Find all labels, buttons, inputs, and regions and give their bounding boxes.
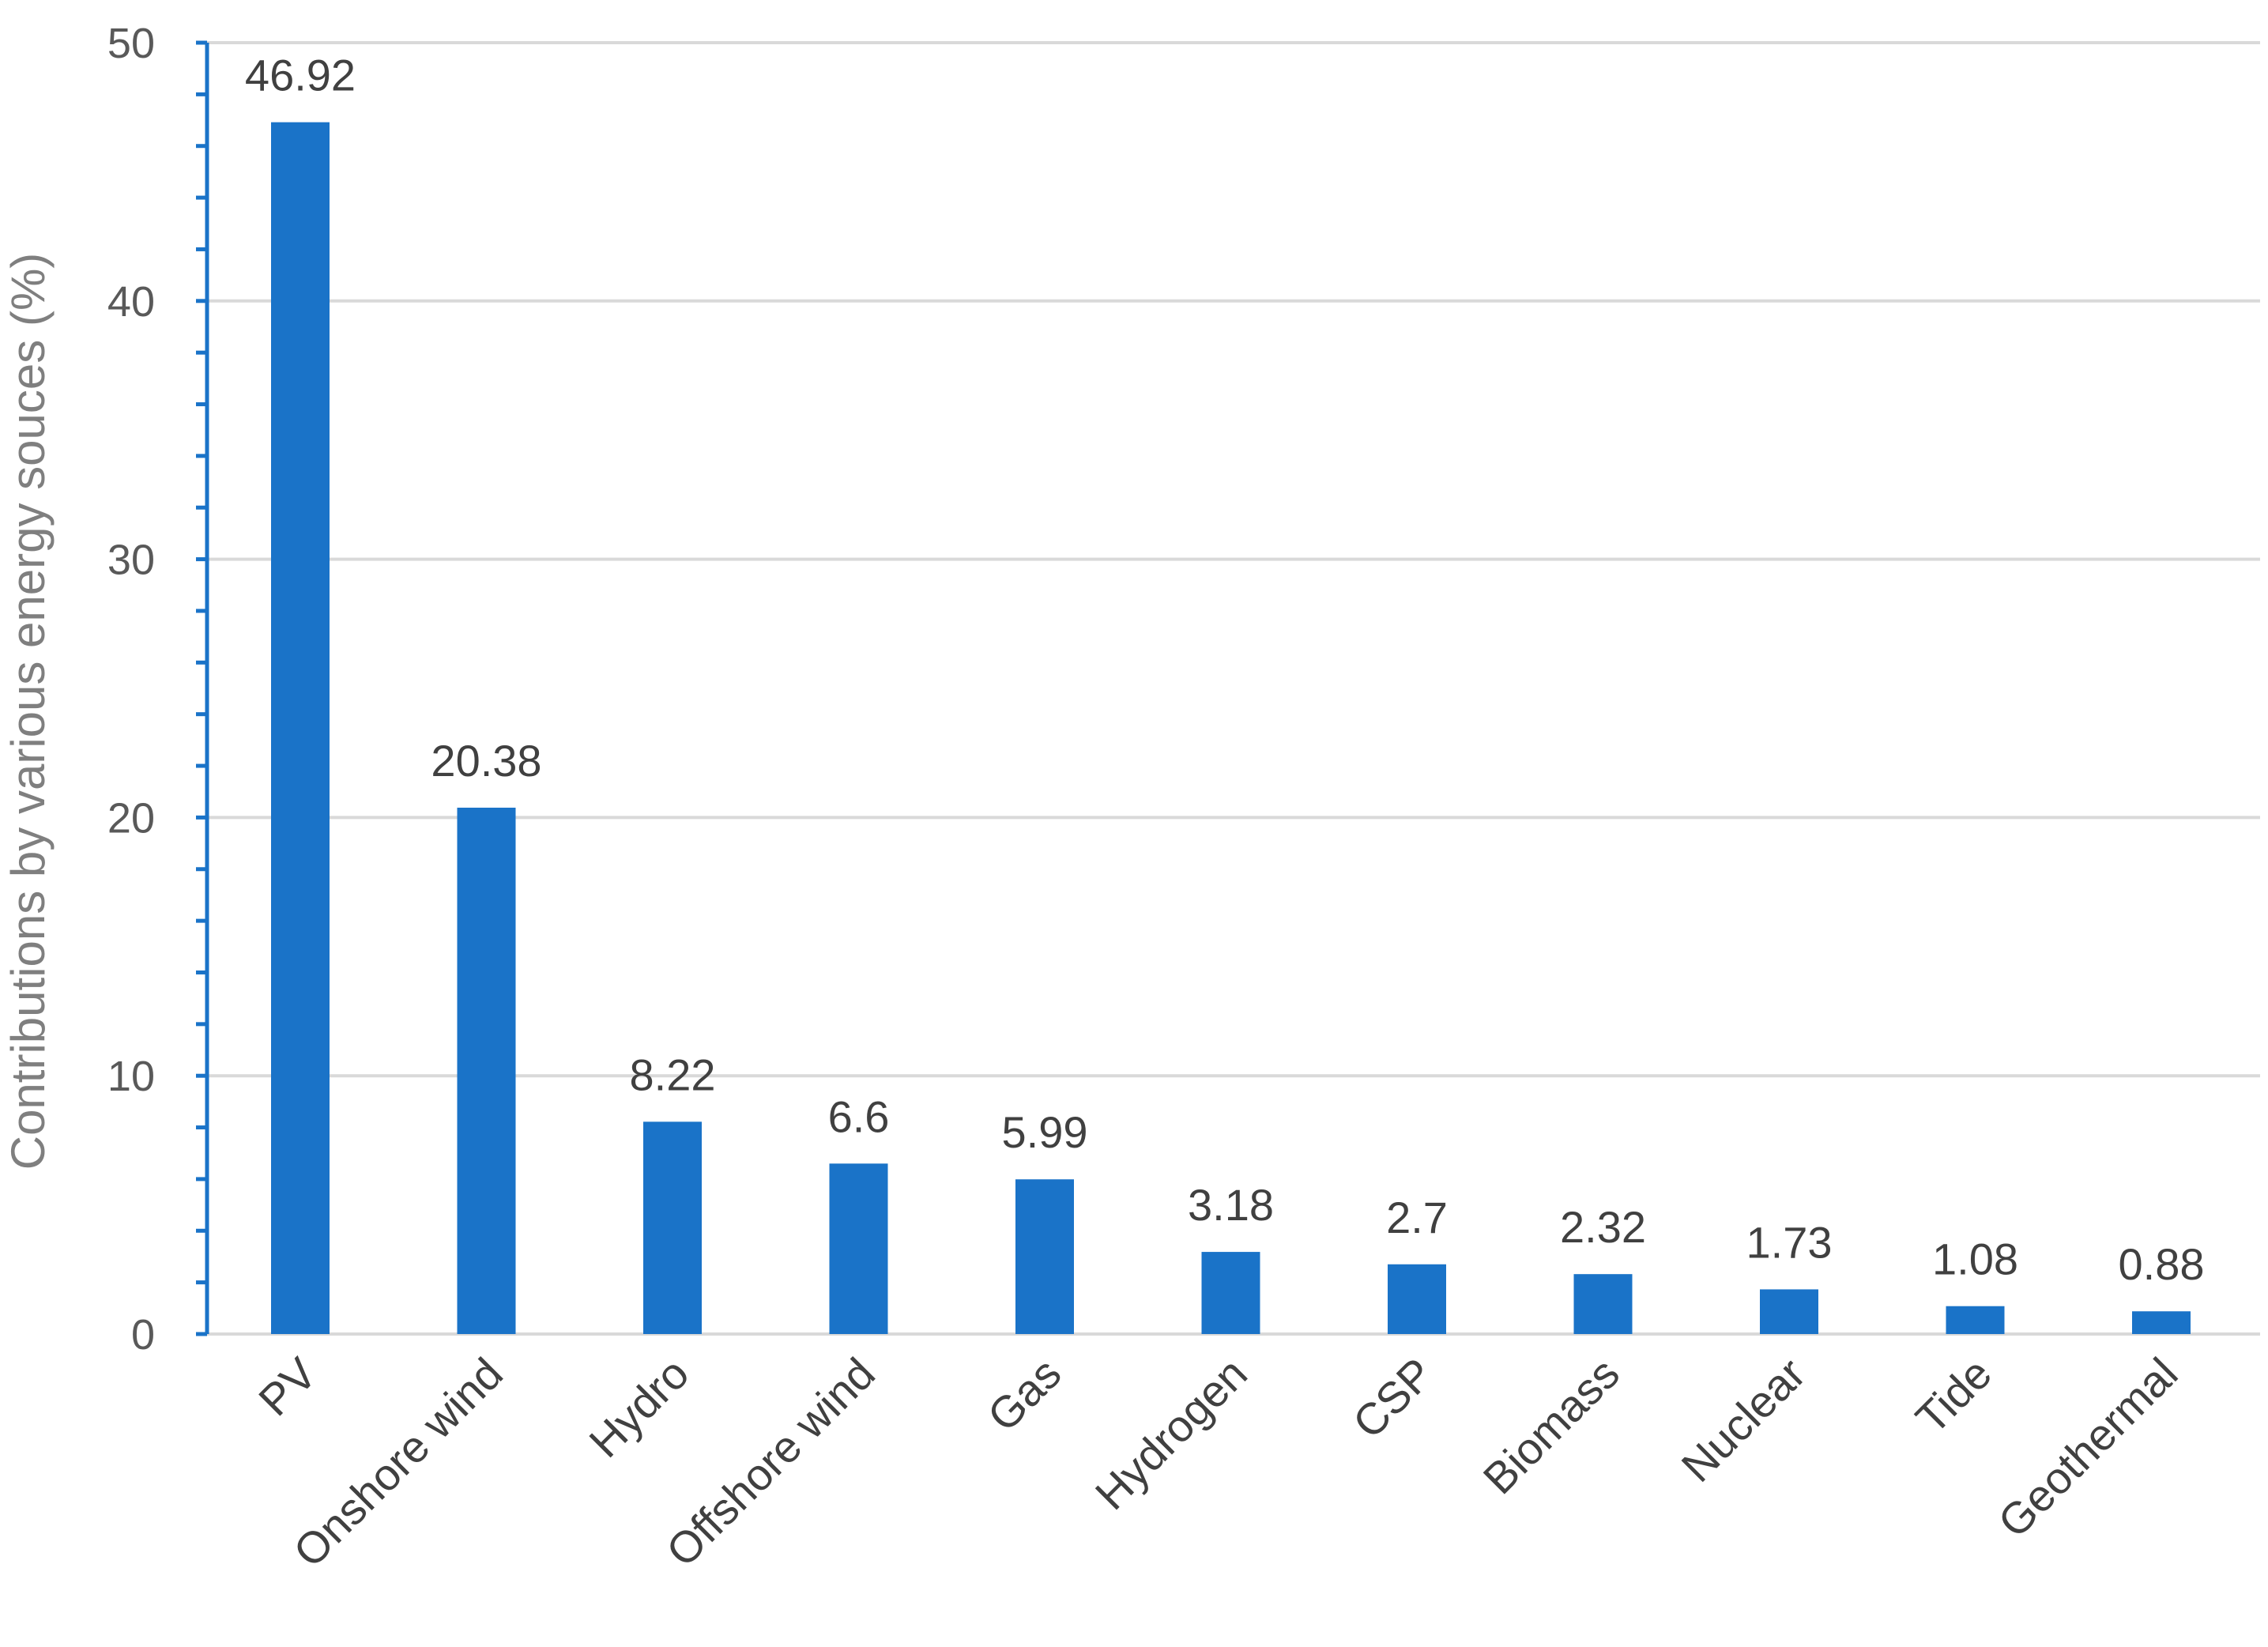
category-label: Hydrogen	[1086, 1348, 1256, 1519]
y-axis-title: Contributions by various energy souces (…	[2, 253, 55, 1170]
bars	[271, 122, 2191, 1334]
data-label: 3.18	[1188, 1180, 1274, 1230]
y-tick-label: 0	[131, 1311, 155, 1359]
data-label: 20.38	[431, 736, 541, 786]
category-label: Tide	[1906, 1348, 2001, 1443]
bar-offshore-wind	[829, 1163, 888, 1334]
category-label: CSP	[1343, 1348, 1443, 1448]
data-label: 2.7	[1386, 1193, 1448, 1242]
category-label: Hydro	[579, 1348, 698, 1467]
y-tick-label: 10	[107, 1053, 155, 1100]
category-label: Gas	[978, 1348, 1070, 1441]
category-label: Biomass	[1474, 1348, 1629, 1503]
bar-onshore-wind	[457, 807, 516, 1334]
y-axis: 0 10 20 30 40 50	[107, 20, 209, 1359]
category-label: Geothermal	[1988, 1348, 2187, 1547]
data-label: 6.6	[828, 1091, 890, 1141]
data-label: 1.08	[1932, 1234, 2018, 1284]
data-label: 0.88	[2119, 1239, 2205, 1289]
data-label: 5.99	[1002, 1107, 1088, 1157]
y-tick-label: 40	[107, 278, 155, 326]
y-tick-label: 30	[107, 537, 155, 584]
gridlines	[207, 41, 2260, 1336]
bar-gas	[1015, 1179, 1074, 1334]
bar-tide	[1946, 1306, 2005, 1334]
bar-geothermal	[2132, 1311, 2191, 1334]
category-label: Nuclear	[1671, 1348, 1814, 1491]
bar-nuclear	[1760, 1289, 1818, 1334]
bar-csp	[1388, 1264, 1446, 1334]
bar-hydro	[643, 1121, 702, 1334]
category-label: PV	[249, 1347, 326, 1425]
bar-biomass	[1573, 1274, 1633, 1334]
data-label: 1.73	[1746, 1217, 1833, 1267]
data-labels: 46.92 20.38 8.22 6.6 5.99 3.18 2.7 2.32 1.73 1.08…	[245, 51, 2205, 1290]
data-label: 46.92	[245, 51, 356, 100]
bar-pv	[271, 122, 330, 1334]
y-tick-label: 50	[107, 20, 155, 67]
data-label: 2.32	[1560, 1202, 1646, 1252]
data-label: 8.22	[630, 1050, 716, 1099]
y-tick-label: 20	[107, 794, 155, 842]
bar-hydrogen	[1201, 1252, 1260, 1334]
